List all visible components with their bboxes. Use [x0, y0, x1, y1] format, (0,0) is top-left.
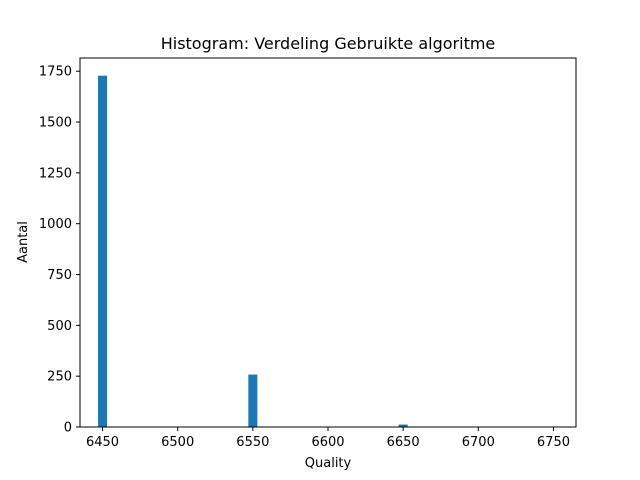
x-tick-label-2: 6550	[236, 435, 269, 450]
y-tick-label-6: 1500	[39, 116, 72, 131]
y-tick-label-0: 0	[64, 421, 72, 436]
plot-frame	[79, 57, 577, 428]
x-axis-ticks: 6450 6500 6550 6600 6650 6700 6750	[86, 427, 570, 450]
histogram-bar-2	[398, 424, 408, 427]
y-tick-label-5: 1250	[39, 166, 72, 181]
x-tick-label-4: 6650	[387, 435, 420, 450]
y-tick-label-3: 750	[47, 268, 72, 283]
x-tick-label-6: 6750	[537, 435, 570, 450]
x-tick-label-0: 6450	[86, 435, 119, 450]
y-tick-label-7: 1750	[39, 65, 72, 80]
y-tick-label-2: 500	[47, 319, 72, 334]
x-axis-label: Quality	[305, 456, 352, 471]
y-tick-label-4: 1000	[39, 217, 72, 232]
x-tick-label-1: 6500	[161, 435, 194, 450]
x-tick-label-5: 6700	[462, 435, 495, 450]
x-tick-label-3: 6600	[311, 435, 344, 450]
y-axis-label: Aantal	[16, 221, 31, 263]
histogram-bar-0	[98, 75, 108, 427]
y-tick-label-1: 250	[47, 370, 72, 385]
histogram-bar-1	[248, 374, 258, 427]
chart-title: Histogram: Verdeling Gebruikte algoritme	[161, 34, 496, 53]
y-axis-ticks: 0 250 500 750 1000 1250 1500 1750	[39, 65, 80, 436]
